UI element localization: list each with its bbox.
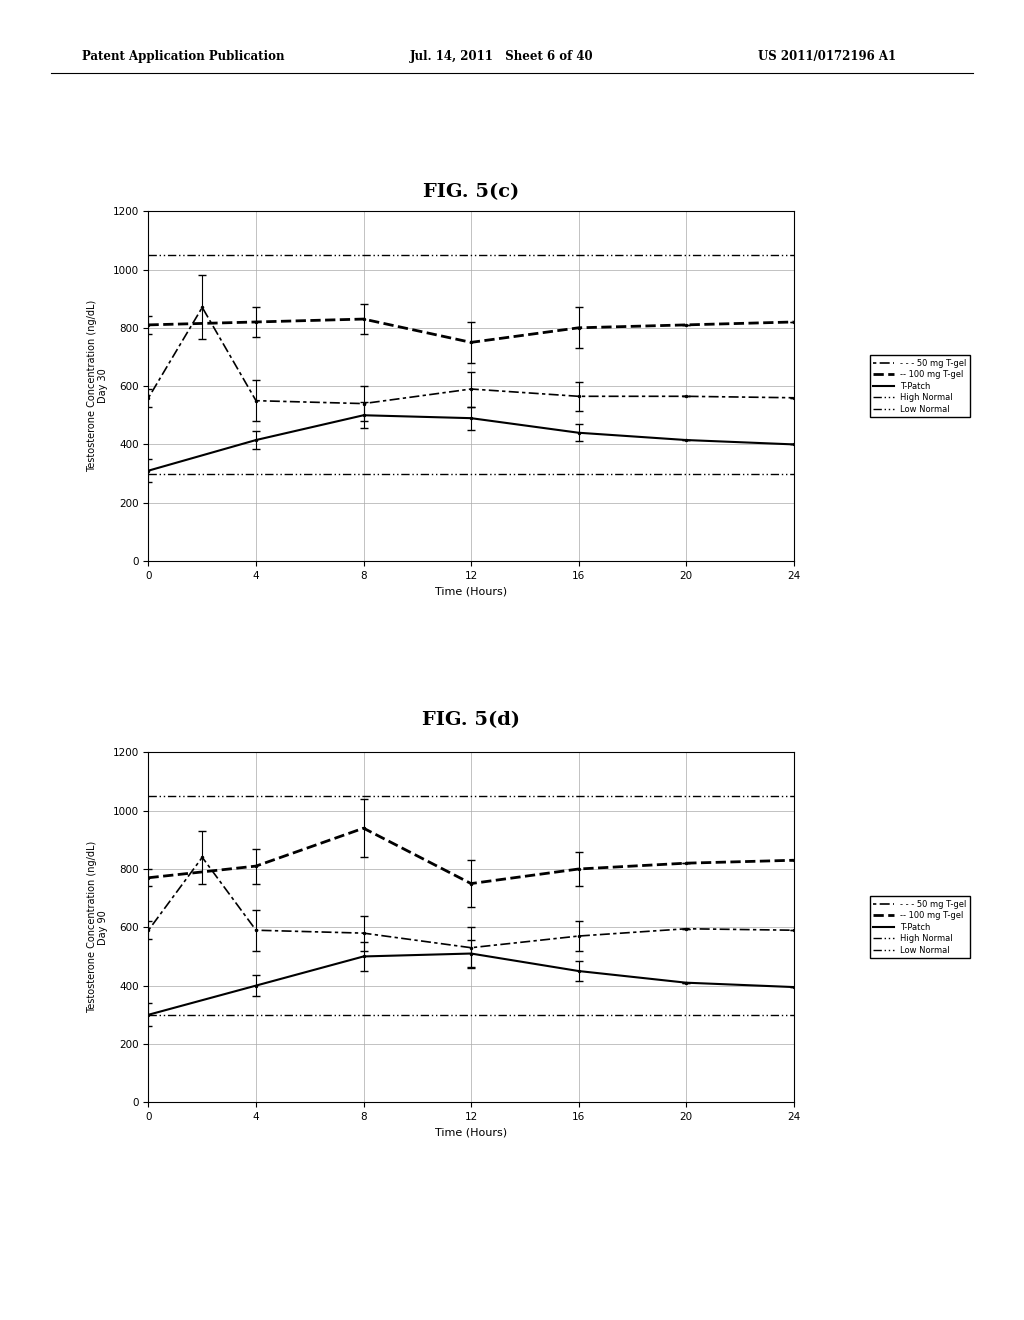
- - - 50 mg T-gel	[680, 921, 692, 937]
- - - 50 mg T-gel	[196, 850, 209, 866]
Text: FIG. 5(c): FIG. 5(c)	[423, 182, 519, 201]
Line: T-Patch: T-Patch	[146, 952, 796, 1016]
T-Patch	[142, 463, 155, 479]
T-Patch	[572, 964, 585, 979]
Line: - - - 50 mg T-gel: - - - 50 mg T-gel	[146, 305, 796, 405]
-- 100 mg T-gel	[357, 312, 370, 327]
Legend: - - - 50 mg T-gel, -- 100 mg T-gel, T-Patch, High Normal, Low Normal: - - - 50 mg T-gel, -- 100 mg T-gel, T-Pa…	[869, 355, 970, 417]
-- 100 mg T-gel	[142, 317, 155, 333]
-- 100 mg T-gel	[465, 875, 477, 891]
-- 100 mg T-gel	[787, 314, 800, 330]
-- 100 mg T-gel	[680, 855, 692, 871]
-- 100 mg T-gel	[250, 314, 262, 330]
- - - 50 mg T-gel	[196, 300, 209, 315]
T-Patch	[250, 978, 262, 994]
Line: -- 100 mg T-gel: -- 100 mg T-gel	[146, 317, 796, 345]
-- 100 mg T-gel	[142, 870, 155, 886]
T-Patch	[357, 949, 370, 965]
- - - 50 mg T-gel	[465, 940, 477, 956]
- - - 50 mg T-gel	[357, 396, 370, 412]
-- 100 mg T-gel	[357, 820, 370, 836]
-- 100 mg T-gel	[572, 319, 585, 335]
Text: Patent Application Publication: Patent Application Publication	[82, 50, 285, 63]
- - - 50 mg T-gel	[250, 393, 262, 409]
Text: FIG. 5(d): FIG. 5(d)	[422, 710, 520, 729]
- - - 50 mg T-gel	[250, 923, 262, 939]
Line: T-Patch: T-Patch	[146, 413, 796, 473]
T-Patch	[465, 411, 477, 426]
X-axis label: Time (Hours): Time (Hours)	[435, 1127, 507, 1138]
-- 100 mg T-gel	[680, 317, 692, 333]
- - - 50 mg T-gel	[142, 923, 155, 939]
- - - 50 mg T-gel	[142, 389, 155, 405]
T-Patch	[680, 974, 692, 990]
Legend: - - - 50 mg T-gel, -- 100 mg T-gel, T-Patch, High Normal, Low Normal: - - - 50 mg T-gel, -- 100 mg T-gel, T-Pa…	[869, 896, 970, 958]
Text: Jul. 14, 2011   Sheet 6 of 40: Jul. 14, 2011 Sheet 6 of 40	[410, 50, 593, 63]
T-Patch	[250, 432, 262, 447]
-- 100 mg T-gel	[250, 858, 262, 874]
T-Patch	[787, 979, 800, 995]
Line: -- 100 mg T-gel: -- 100 mg T-gel	[146, 826, 796, 886]
-- 100 mg T-gel	[572, 861, 585, 876]
T-Patch	[465, 945, 477, 961]
T-Patch	[680, 432, 692, 447]
- - - 50 mg T-gel	[465, 381, 477, 397]
- - - 50 mg T-gel	[787, 389, 800, 405]
-- 100 mg T-gel	[787, 853, 800, 869]
- - - 50 mg T-gel	[572, 388, 585, 404]
X-axis label: Time (Hours): Time (Hours)	[435, 586, 507, 597]
Line: - - - 50 mg T-gel: - - - 50 mg T-gel	[146, 855, 796, 950]
Text: US 2011/0172196 A1: US 2011/0172196 A1	[758, 50, 896, 63]
T-Patch	[787, 437, 800, 453]
Y-axis label: Testosterone Concentration (ng/dL)
Day 30: Testosterone Concentration (ng/dL) Day 3…	[87, 300, 109, 473]
- - - 50 mg T-gel	[680, 388, 692, 404]
- - - 50 mg T-gel	[787, 923, 800, 939]
- - - 50 mg T-gel	[572, 928, 585, 944]
Y-axis label: Testosterone Concentration (ng/dL)
Day 90: Testosterone Concentration (ng/dL) Day 9…	[87, 841, 109, 1014]
-- 100 mg T-gel	[465, 334, 477, 350]
T-Patch	[357, 408, 370, 424]
- - - 50 mg T-gel	[357, 925, 370, 941]
T-Patch	[142, 1007, 155, 1023]
T-Patch	[572, 425, 585, 441]
